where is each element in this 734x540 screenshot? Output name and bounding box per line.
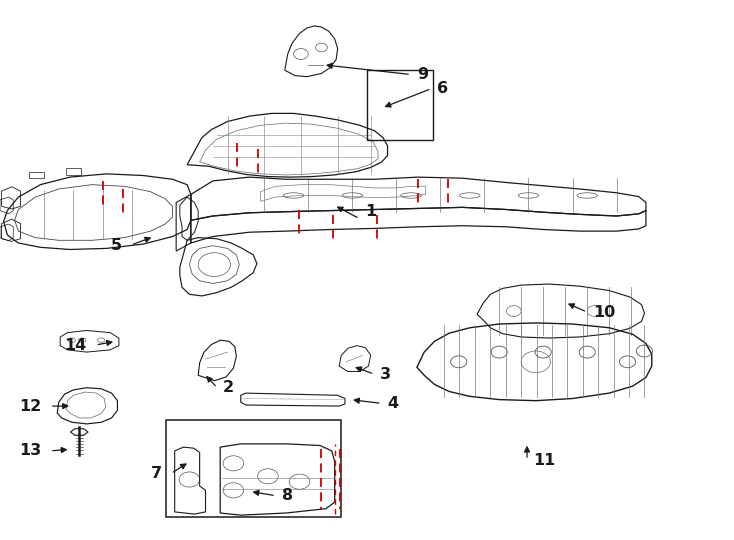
Text: 7: 7 <box>151 466 162 481</box>
Text: 14: 14 <box>65 338 87 353</box>
Text: 2: 2 <box>223 380 234 395</box>
Text: 6: 6 <box>437 81 448 96</box>
Text: 10: 10 <box>593 305 615 320</box>
Text: 11: 11 <box>533 453 555 468</box>
Text: 5: 5 <box>111 238 122 253</box>
Text: 3: 3 <box>380 367 391 382</box>
Bar <box>367 70 433 140</box>
Text: 13: 13 <box>19 443 41 458</box>
Text: 12: 12 <box>19 399 41 414</box>
Text: 1: 1 <box>366 204 377 219</box>
Text: 8: 8 <box>282 488 293 503</box>
Text: 4: 4 <box>388 396 399 411</box>
Bar <box>166 420 341 517</box>
Text: 9: 9 <box>417 67 428 82</box>
